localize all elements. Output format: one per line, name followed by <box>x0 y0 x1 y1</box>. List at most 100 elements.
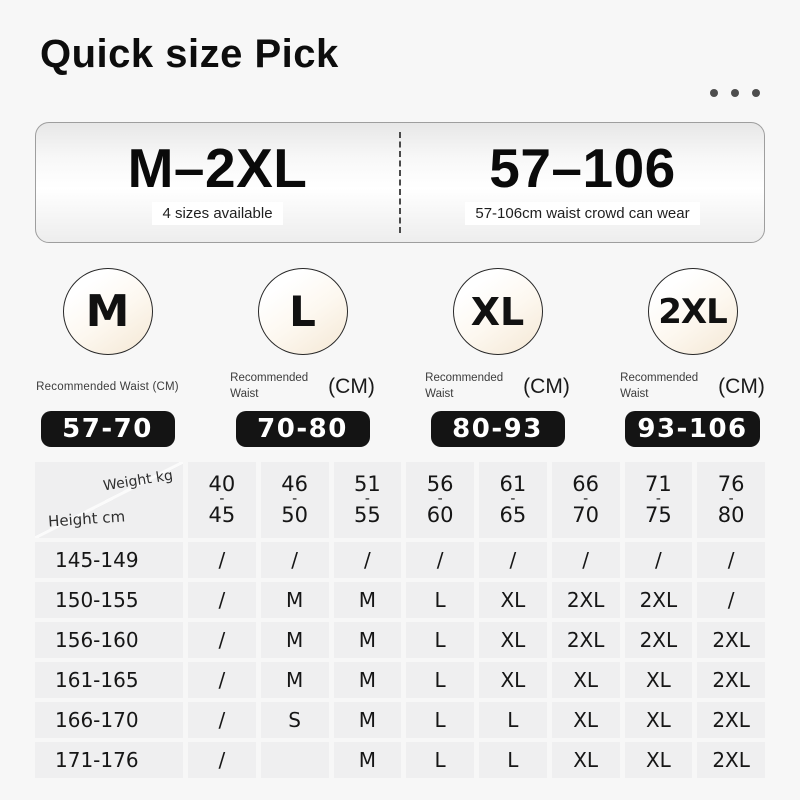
weight-max: 80 <box>717 502 745 527</box>
range-separator: - <box>583 491 589 508</box>
waist-label: Recommended Waist <box>425 372 504 400</box>
height-cell: 171-176 <box>35 742 183 778</box>
size-cell: / <box>188 542 256 578</box>
size-cell: XL <box>624 742 693 778</box>
weight-max: 60 <box>426 502 454 527</box>
size-cell: / <box>479 542 547 578</box>
size-cell: XL <box>551 662 620 698</box>
weight-min: 66 <box>572 472 599 497</box>
weight-min: 56 <box>426 472 454 497</box>
weight-header-cell: 51 - 55 <box>333 462 402 538</box>
size-cell: / <box>188 622 256 658</box>
size-cell: 2XL <box>624 622 693 658</box>
size-letter: 2XL <box>658 291 728 332</box>
waist-range-pill: 80-93 <box>430 411 565 447</box>
size-cell: 2XL <box>551 582 620 618</box>
size-cell: XL <box>624 662 693 698</box>
size-range-caption: 4 sizes available <box>152 201 283 226</box>
size-cell: / <box>188 582 256 618</box>
menu-button[interactable] <box>706 85 764 101</box>
size-cell: / <box>188 662 256 698</box>
height-cell: 150-155 <box>35 582 183 618</box>
size-circle: M <box>62 268 153 356</box>
size-cell: 2XL <box>697 702 765 738</box>
height-cell: 166-170 <box>35 702 183 738</box>
size-cell: M <box>333 742 402 778</box>
weight-max: 65 <box>499 502 527 527</box>
size-cell: M <box>333 582 402 618</box>
range-separator: - <box>292 491 298 508</box>
waist-range-pill: 57-70 <box>40 411 175 447</box>
weight-header-cell: 46 - 50 <box>260 462 329 538</box>
height-cell: 161-165 <box>35 662 183 698</box>
weight-max: 55 <box>354 502 381 527</box>
waist-unit: (CM) <box>328 374 375 398</box>
summary-waist-range: 57–106 57-106cm waist crowd can wear <box>401 123 764 242</box>
size-cell: / <box>333 542 402 578</box>
size-cell: L <box>406 742 474 778</box>
weight-max: 70 <box>572 502 599 527</box>
weight-min: 51 <box>354 472 381 497</box>
size-option-xl: XL Recommended Waist (CM) 80-93 <box>400 262 595 447</box>
ellipsis-icon <box>710 89 718 97</box>
size-letter: XL <box>470 289 525 334</box>
waist-range-pill: 70-80 <box>235 411 370 447</box>
size-cell: / <box>188 702 256 738</box>
size-circle: XL <box>452 268 543 356</box>
range-separator: - <box>728 491 734 508</box>
weight-header-cell: 66 - 70 <box>551 462 620 538</box>
size-circle: L <box>257 268 348 356</box>
size-cell: S <box>260 702 329 738</box>
waist-label: Recommended Waist <box>230 372 309 400</box>
size-cell: / <box>260 542 329 578</box>
table-corner-cell: Weight kg Height cm <box>35 462 183 538</box>
size-cell: 2XL <box>697 622 765 658</box>
size-cell: XL <box>624 702 693 738</box>
size-options-row: M Recommended Waist (CM) 57-70 L Recomme… <box>10 262 790 447</box>
summary-size-range: M–2XL 4 sizes available <box>36 123 399 242</box>
waist-range-pill: 93-106 <box>625 411 760 447</box>
height-cell: 156-160 <box>35 622 183 658</box>
size-cell <box>260 742 329 778</box>
weight-min: 40 <box>208 472 236 497</box>
size-cell: M <box>260 662 329 698</box>
weight-min: 76 <box>717 472 745 497</box>
range-separator: - <box>437 491 443 508</box>
size-cell: XL <box>479 622 547 658</box>
size-circle: 2XL <box>647 268 738 356</box>
waist-unit: (CM) <box>523 374 570 398</box>
weight-header-cell: 61 - 65 <box>479 462 547 538</box>
weight-axis-label: Weight kg <box>101 467 174 495</box>
size-cell: M <box>260 622 329 658</box>
size-table: Weight kg Height cm 40 - 45 46 - 50 51 -… <box>35 462 765 778</box>
size-option-l: L Recommended Waist (CM) 70-80 <box>205 262 400 447</box>
size-cell: / <box>188 742 256 778</box>
range-separator: - <box>510 491 516 508</box>
summary-card: M–2XL 4 sizes available 57–106 57-106cm … <box>35 122 765 243</box>
ellipsis-icon <box>752 89 760 97</box>
dashed-divider <box>399 132 401 233</box>
size-cell: 2XL <box>697 662 765 698</box>
height-cell: 145-149 <box>35 542 183 578</box>
size-cell: L <box>479 702 547 738</box>
size-range-value: M–2XL <box>127 136 308 199</box>
weight-max: 75 <box>645 502 672 527</box>
range-separator: - <box>219 491 225 508</box>
weight-header-cell: 71 - 75 <box>624 462 693 538</box>
size-cell: XL <box>479 582 547 618</box>
size-cell: XL <box>551 702 620 738</box>
page-title: Quick size Pick <box>40 32 339 76</box>
size-cell: 2XL <box>697 742 765 778</box>
size-cell: L <box>406 702 474 738</box>
size-cell: M <box>260 582 329 618</box>
weight-min: 71 <box>645 472 672 497</box>
weight-min: 46 <box>281 472 308 497</box>
size-letter: M <box>85 286 130 338</box>
size-option-m: M Recommended Waist (CM) 57-70 <box>10 262 205 447</box>
size-cell: M <box>333 622 402 658</box>
weight-header-cell: 40 - 45 <box>188 462 256 538</box>
weight-header-cell: 76 - 80 <box>697 462 765 538</box>
waist-range-value: 57–106 <box>489 136 676 199</box>
waist-label: Recommended Waist (CM) <box>36 380 179 393</box>
